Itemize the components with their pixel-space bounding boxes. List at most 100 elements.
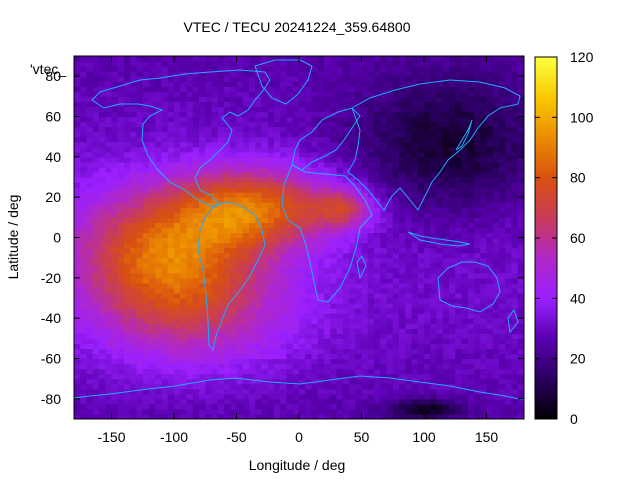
heatmap-cell (249, 141, 256, 148)
heatmap-cell (292, 338, 300, 344)
heatmap-cell (405, 146, 413, 153)
heatmap-cell (99, 267, 106, 274)
heatmap-cell (317, 308, 325, 314)
heatmap-cell (249, 111, 256, 118)
heatmap-cell (336, 56, 344, 62)
heatmap-cell (299, 242, 306, 249)
heatmap-cell (417, 262, 425, 269)
heatmap-cell (455, 232, 463, 239)
heatmap-cell (292, 156, 300, 163)
heatmap-cell (405, 141, 413, 148)
heatmap-cell (230, 101, 238, 108)
heatmap-cell (455, 292, 463, 299)
heatmap-cell (405, 373, 413, 380)
heatmap-cell (305, 56, 313, 62)
heatmap-cell (124, 156, 131, 163)
heatmap-cell (461, 76, 469, 82)
heatmap-cell (436, 308, 444, 314)
heatmap-cell (480, 91, 488, 97)
heatmap-cell (499, 202, 506, 208)
heatmap-cell (449, 267, 456, 274)
heatmap-cell (305, 171, 313, 178)
heatmap-cell (405, 267, 413, 274)
heatmap-cell (180, 96, 188, 102)
heatmap-cell (205, 308, 213, 314)
heatmap-cell (405, 56, 413, 62)
heatmap-cell (392, 106, 400, 113)
heatmap-cell (217, 76, 225, 82)
heatmap-cell (80, 303, 88, 309)
heatmap-cell (249, 151, 256, 158)
heatmap-cell (136, 287, 144, 294)
heatmap-cell (374, 388, 381, 395)
heatmap-cell (249, 388, 256, 395)
heatmap-cell (455, 141, 463, 148)
heatmap-cell (74, 308, 81, 314)
heatmap-cell (249, 378, 256, 385)
heatmap-cell (324, 146, 331, 153)
heatmap-cell (380, 388, 388, 395)
heatmap-cell (155, 252, 163, 259)
heatmap-cell (105, 267, 113, 274)
heatmap-cell (267, 348, 275, 355)
heatmap-cell (111, 308, 119, 314)
heatmap-cell (180, 398, 188, 405)
heatmap-cell (330, 242, 338, 249)
heatmap-cell (174, 101, 181, 108)
heatmap-cell (124, 76, 131, 82)
heatmap-cell (311, 151, 319, 158)
heatmap-cell (342, 358, 350, 365)
heatmap-cell (86, 121, 94, 128)
heatmap-cell (467, 303, 475, 309)
heatmap-cell (224, 257, 231, 264)
heatmap-cell (280, 232, 288, 239)
heatmap-cell (224, 363, 231, 370)
heatmap-cell (180, 277, 188, 284)
heatmap-cell (255, 303, 263, 309)
heatmap-cell (167, 171, 175, 178)
heatmap-cell (92, 242, 100, 249)
heatmap-cell (205, 282, 213, 289)
heatmap-cell (155, 323, 163, 329)
heatmap-cell (367, 56, 375, 62)
heatmap-cell (330, 222, 338, 229)
heatmap-cell (486, 91, 494, 97)
heatmap-cell (436, 343, 444, 350)
heatmap-cell (136, 358, 144, 365)
heatmap-cell (267, 303, 275, 309)
heatmap-cell (99, 71, 106, 77)
heatmap-cell (299, 323, 306, 329)
heatmap-cell (436, 106, 444, 113)
heatmap-cell (311, 403, 319, 410)
heatmap-cell (149, 116, 156, 123)
heatmap-cell (211, 121, 219, 128)
heatmap-cell (405, 217, 413, 223)
heatmap-cell (424, 257, 431, 264)
heatmap-cell (80, 242, 88, 249)
heatmap-cell (299, 333, 306, 339)
heatmap-cell (436, 413, 444, 419)
heatmap-cell (449, 156, 456, 163)
heatmap-cell (480, 282, 488, 289)
heatmap-cell (492, 81, 500, 87)
heatmap-cell (267, 56, 275, 62)
heatmap-cell (330, 313, 338, 319)
heatmap-cell (280, 217, 288, 223)
heatmap-cell (417, 61, 425, 67)
heatmap-cell (124, 91, 131, 97)
heatmap-cell (374, 242, 381, 249)
heatmap-cell (349, 121, 356, 128)
heatmap-cell (417, 247, 425, 254)
heatmap-cell (261, 292, 269, 299)
heatmap-cell (317, 171, 325, 178)
heatmap-cell (230, 378, 238, 385)
heatmap-cell (461, 56, 469, 62)
heatmap-cell (224, 227, 231, 234)
heatmap-cell (455, 318, 463, 324)
heatmap-cell (217, 252, 225, 259)
heatmap-cell (249, 353, 256, 360)
heatmap-cell (280, 86, 288, 92)
heatmap-cell (230, 368, 238, 375)
heatmap-cell (236, 71, 244, 77)
heatmap-cell (342, 232, 350, 239)
